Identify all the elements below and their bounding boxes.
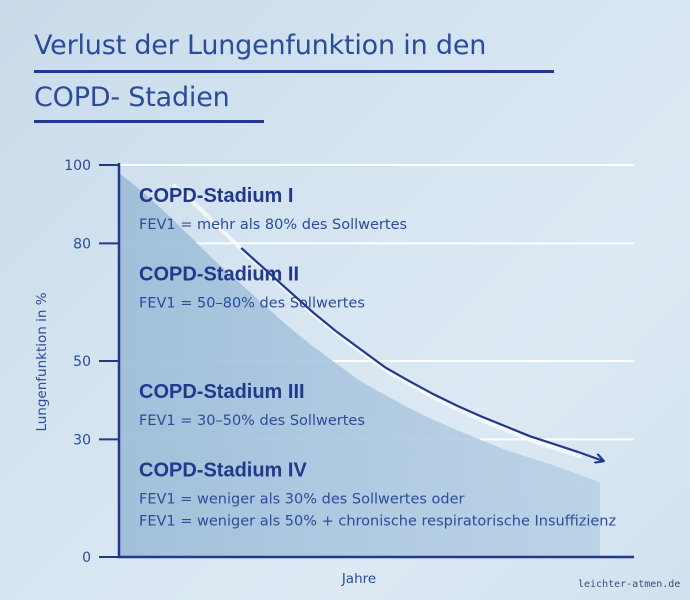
y-tick-label-30: 30 xyxy=(73,432,91,448)
stage-3-description-1: FEV1 = 30–50% des Sollwertes xyxy=(139,413,365,429)
stage-1-description-1: FEV1 = mehr als 80% des Sollwertes xyxy=(139,217,407,233)
decline-area xyxy=(119,165,600,557)
stage-title-1: COPD-Stadium I xyxy=(139,185,293,207)
stage-title-2: COPD-Stadium II xyxy=(139,263,299,285)
chart-title-line-2: COPD- Stadien xyxy=(34,82,230,113)
stage-title-3: COPD-Stadium III xyxy=(139,381,305,403)
y-axis-label: Lungenfunktion in % xyxy=(34,292,50,431)
y-tick-label-100: 100 xyxy=(64,158,91,174)
chart-title-line-1: Verlust der Lungenfunktion in den xyxy=(34,30,487,61)
y-tick-label-80: 80 xyxy=(73,236,91,252)
stage-4-description-1: FEV1 = weniger als 30% des Sollwertes od… xyxy=(139,491,465,507)
decline-arrow xyxy=(240,247,602,461)
title-underline-2 xyxy=(34,120,264,123)
stage-title-4: COPD-Stadium IV xyxy=(139,459,307,481)
stage-4-description-2: FEV1 = weniger als 50% + chronische resp… xyxy=(139,513,616,529)
source-footer: leichter-atmen.de xyxy=(578,579,681,590)
y-tick-label-0: 0 xyxy=(82,550,91,566)
title-underline-1 xyxy=(34,70,554,73)
y-tick-label-50: 50 xyxy=(73,354,91,370)
x-axis-label: Jahre xyxy=(341,571,376,587)
stage-2-description-1: FEV1 = 50–80% des Sollwertes xyxy=(139,295,365,311)
